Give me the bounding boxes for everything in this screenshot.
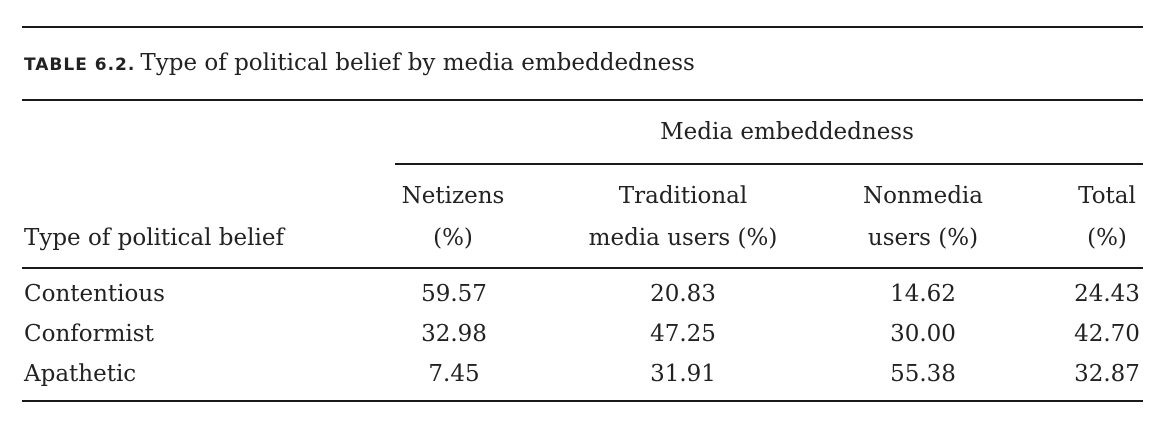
table-cell: 42.70 xyxy=(1074,321,1140,347)
spanner-heading: Media embeddedness xyxy=(660,119,914,145)
table-cell: 14.62 xyxy=(890,281,956,307)
table-title: Type of political belief by media embedd… xyxy=(140,50,695,76)
table-cell: 55.38 xyxy=(890,361,956,387)
col-header-netizens-line1: Netizens xyxy=(401,183,505,209)
col-header-traditional-line2: media users (%) xyxy=(588,225,778,251)
table-cell: 32.87 xyxy=(1074,361,1140,387)
col-header-total-line2: (%) xyxy=(1087,225,1127,251)
col-header-nonmedia-line2: users (%) xyxy=(867,225,979,251)
header-rule xyxy=(22,267,1143,269)
col-header-total-line1: Total xyxy=(1078,183,1136,209)
table-cell: 7.45 xyxy=(428,361,480,387)
table-cell: 59.57 xyxy=(421,281,487,307)
row-label-apathetic: Apathetic xyxy=(24,361,137,387)
row-label-conformist: Conformist xyxy=(24,321,154,347)
caption-rule xyxy=(22,99,1143,101)
table-cell: 32.98 xyxy=(421,321,487,347)
table-cell: 20.83 xyxy=(650,281,716,307)
col-header-traditional-line1: Traditional xyxy=(618,183,748,209)
spanner-rule xyxy=(395,163,1143,165)
col-header-netizens-line2: (%) xyxy=(433,225,473,251)
col-header-nonmedia-line1: Nonmedia xyxy=(863,183,983,209)
table-cell: 30.00 xyxy=(890,321,956,347)
table-cell: 24.43 xyxy=(1074,281,1140,307)
table-number: TABLE 6.2. xyxy=(24,55,136,75)
row-header: Type of political belief xyxy=(24,225,284,251)
row-label-contentious: Contentious xyxy=(24,281,165,307)
table-caption: TABLE 6.2. Type of political belief by m… xyxy=(24,50,695,76)
table-cell: 31.91 xyxy=(650,361,716,387)
table-bottom-rule xyxy=(22,400,1143,402)
table-cell: 47.25 xyxy=(650,321,716,347)
table-top-rule xyxy=(22,26,1143,28)
